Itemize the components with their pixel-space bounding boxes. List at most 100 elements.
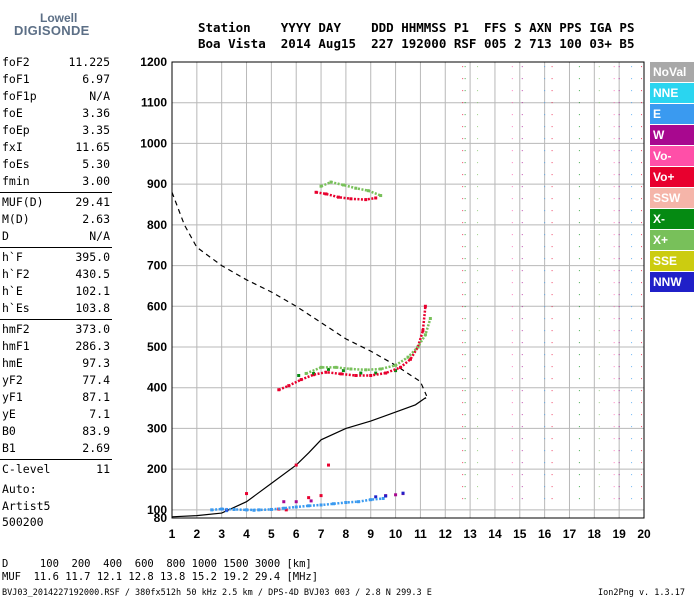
trace-point — [312, 371, 316, 375]
trace-point — [294, 463, 298, 467]
param-value: 97.3 — [82, 356, 110, 370]
param-row: foE 3.36 — [2, 106, 110, 123]
param-row: B1 2.69 — [2, 441, 110, 458]
legend-item-vo: Vo+ — [650, 167, 694, 187]
trace-point — [294, 500, 298, 504]
trace-point — [282, 500, 286, 504]
trace-point — [282, 506, 286, 510]
legend-item-x: X+ — [650, 230, 694, 250]
trace-point — [341, 369, 345, 373]
echo-trace — [305, 318, 432, 375]
echo-trace — [211, 497, 384, 512]
param-value: 29.41 — [75, 195, 110, 209]
x-tick-label: 8 — [343, 527, 350, 541]
param-row: foF1 6.97 — [2, 72, 110, 89]
param-value: 77.4 — [82, 373, 110, 387]
param-name: C-level — [2, 462, 51, 476]
trace-point — [369, 498, 373, 502]
param-row: hmF1 286.3 — [2, 339, 110, 356]
param-separator — [0, 192, 112, 193]
legend-item-nne: NNE — [650, 83, 694, 103]
param-name: hmF2 — [2, 322, 30, 336]
param-separator — [0, 247, 112, 248]
param-name: yE — [2, 407, 16, 421]
ionogram-chart: 1 2 3 4 5 6 7 8 9 10 11 12 13 14 15 16 17 18 19 20801002003… — [140, 55, 651, 541]
x-tick-label: 20 — [637, 527, 651, 541]
y-tick-label: 80 — [154, 511, 168, 525]
trace-point — [245, 508, 249, 512]
param-name: D — [2, 229, 9, 243]
muf-line: MUF 11.6 11.7 12.1 12.8 13.8 15.2 19.2 2… — [2, 571, 319, 583]
header-line-2: Boa Vista 2014 Aug15 227 192000 RSF 005 … — [198, 36, 635, 51]
artist-label: Artist5 — [2, 499, 51, 513]
legend-item-sse: SSE — [650, 251, 694, 271]
trace-point — [309, 499, 313, 503]
param-row: B0 83.9 — [2, 424, 110, 441]
param-name: foE — [2, 106, 23, 120]
param-value: 3.35 — [82, 123, 110, 137]
y-tick-label: 300 — [147, 421, 167, 435]
param-separator — [0, 459, 112, 460]
param-row: foF1p N/A — [2, 89, 110, 106]
artist-code: 500200 — [2, 515, 44, 529]
legend-item-e: E — [650, 104, 694, 124]
param-name: B0 — [2, 424, 16, 438]
muf-dashed-curve — [171, 192, 428, 397]
trace-point — [339, 372, 343, 376]
param-name: yF2 — [2, 373, 23, 387]
x-tick-label: 11 — [414, 527, 427, 541]
logo-digisonde: DIGISONDE — [14, 23, 90, 38]
trace-point — [314, 190, 318, 194]
param-name: B1 — [2, 441, 16, 455]
y-tick-label: 100 — [147, 503, 167, 517]
param-value: 6.97 — [82, 72, 110, 86]
x-tick-label: 15 — [513, 527, 527, 541]
param-name: foF2 — [2, 55, 30, 69]
param-row: M(D) 2.63 — [2, 212, 110, 229]
trace-point — [379, 194, 383, 198]
param-value: 87.1 — [82, 390, 110, 404]
trace-point — [331, 502, 335, 506]
x-tick-label: 13 — [463, 527, 477, 541]
param-name: hmE — [2, 356, 23, 370]
trace-point — [245, 492, 249, 496]
trace-point — [327, 367, 331, 371]
trace-point — [423, 304, 427, 308]
param-value: 11.225 — [68, 55, 110, 69]
y-tick-label: 1100 — [141, 96, 167, 110]
param-name: M(D) — [2, 212, 30, 226]
file-info: BVJ03_2014227192000.RSF / 380fx512h 50 k… — [2, 588, 432, 598]
trace-point — [319, 494, 323, 498]
trace-point — [327, 463, 331, 467]
profile-line — [171, 397, 427, 518]
trace-point — [307, 496, 311, 500]
param-separator — [0, 319, 112, 320]
plot-frame — [171, 61, 645, 519]
legend-item-nnw: NNW — [650, 272, 694, 292]
trace-point — [374, 196, 378, 200]
param-row: h`E 102.1 — [2, 284, 110, 301]
param-name: fmin — [2, 174, 30, 188]
x-tick-label: 17 — [563, 527, 577, 541]
param-name: foF1 — [2, 72, 30, 86]
y-tick-label: 700 — [147, 259, 167, 273]
trace-point — [284, 508, 288, 512]
param-name: foEs — [2, 157, 30, 171]
x-tick-label: 19 — [612, 527, 626, 541]
x-tick-label: 12 — [439, 527, 453, 541]
param-value: 430.5 — [75, 267, 110, 281]
trace-point — [401, 491, 405, 495]
trace-point — [374, 495, 378, 499]
param-name: h`F2 — [2, 267, 30, 281]
trace-point — [324, 192, 328, 196]
legend-item-noval: NoVal — [650, 62, 694, 82]
param-row: foEs 5.30 — [2, 157, 110, 174]
param-name: foEp — [2, 123, 30, 137]
param-value: 11 — [96, 462, 110, 476]
param-value: 5.30 — [82, 157, 110, 171]
param-value: 3.00 — [82, 174, 110, 188]
d-distance-line: D 100 200 400 600 800 1000 1500 3000 [km… — [2, 558, 312, 570]
trace-point — [384, 371, 388, 375]
x-tick-label: 4 — [243, 527, 250, 541]
x-tick-label: 7 — [318, 527, 325, 541]
